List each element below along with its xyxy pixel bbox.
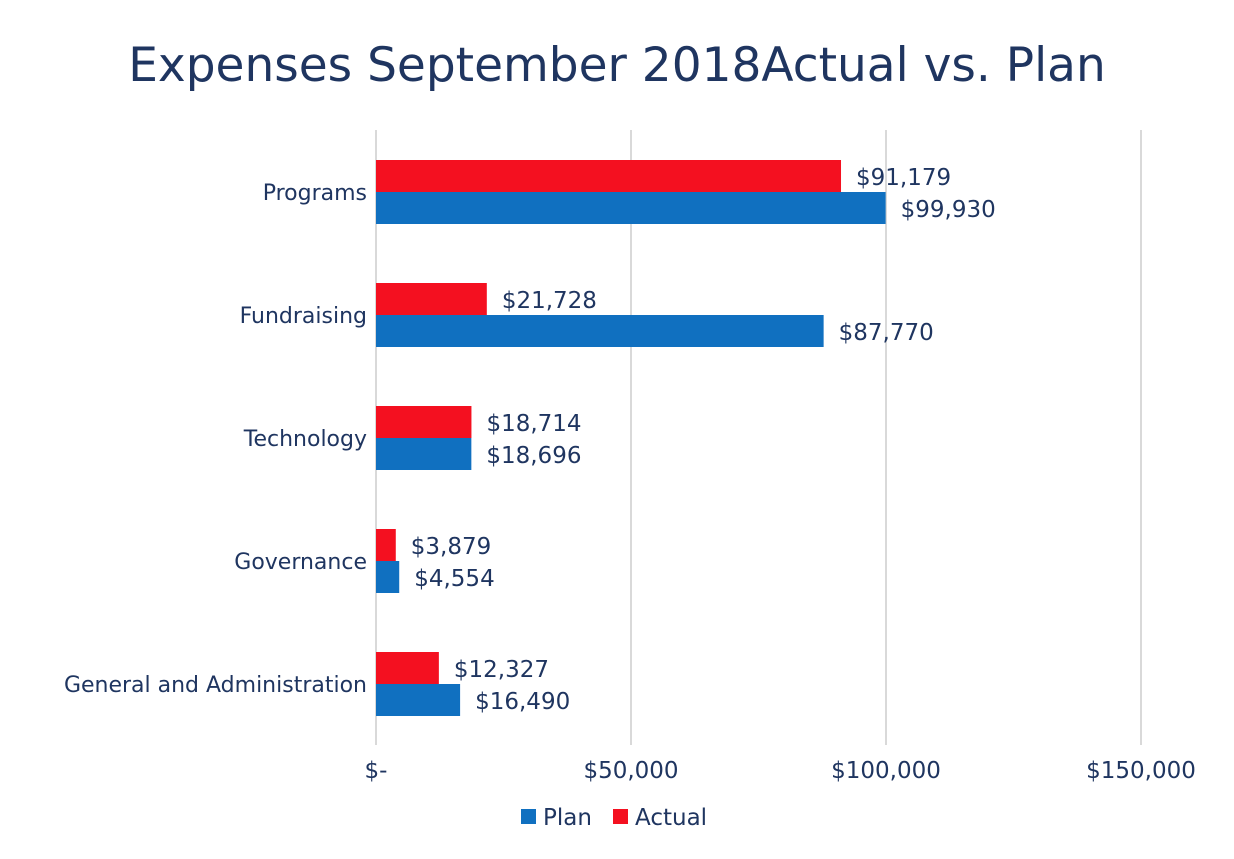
legend-label: Plan	[543, 805, 592, 831]
x-tick-label: $50,000	[583, 758, 678, 784]
data-label-actual: $18,714	[486, 411, 581, 437]
legend-swatch	[613, 809, 628, 824]
category-label: Programs	[263, 181, 367, 206]
bar-plan	[376, 561, 400, 593]
data-label-plan: $4,554	[414, 566, 494, 592]
data-label-plan: $87,770	[839, 320, 934, 346]
x-tick-label: $-	[365, 758, 388, 784]
chart-title: Expenses September 2018Actual vs. Plan	[128, 38, 1106, 93]
legend-label: Actual	[635, 805, 707, 831]
bar-actual	[376, 160, 842, 192]
x-tick-label: $100,000	[831, 758, 941, 784]
bar-plan	[376, 315, 824, 347]
data-label-actual: $3,879	[411, 534, 491, 560]
data-label-actual: $21,728	[502, 288, 597, 314]
bar-actual	[376, 652, 439, 684]
data-label-plan: $18,696	[486, 443, 581, 469]
bar-actual	[376, 406, 472, 438]
bar-plan	[376, 438, 472, 470]
x-tick-label: $150,000	[1086, 758, 1196, 784]
category-label: Governance	[234, 550, 367, 575]
data-label-plan: $99,930	[901, 197, 996, 223]
legend-swatch	[521, 809, 536, 824]
bar-plan	[376, 684, 461, 716]
category-label: Fundraising	[240, 304, 367, 329]
data-label-plan: $16,490	[475, 689, 570, 715]
data-label-actual: $91,179	[856, 165, 951, 191]
data-label-actual: $12,327	[454, 657, 549, 683]
bar-actual	[376, 529, 396, 561]
bar-actual	[376, 283, 487, 315]
category-label: Technology	[243, 427, 367, 452]
bar-plan	[376, 192, 886, 224]
category-label: General and Administration	[64, 673, 367, 698]
